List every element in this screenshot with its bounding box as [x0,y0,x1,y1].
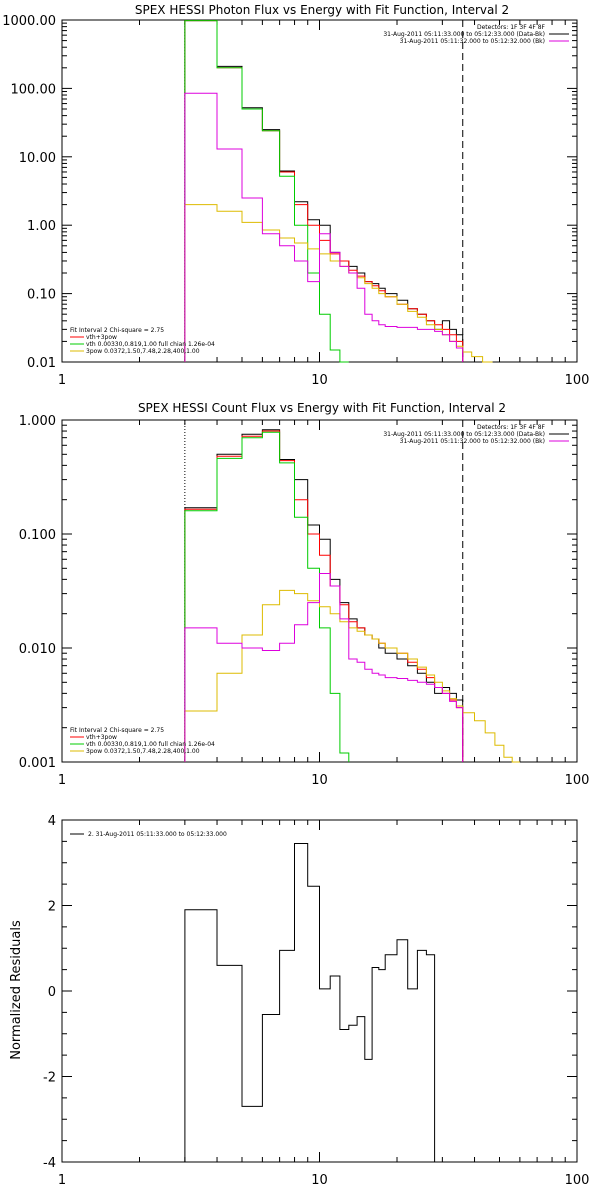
x-tick-label: 10 [311,1173,328,1188]
legend-entry: 31-Aug-2011 05:11:32.000 to 05:12:32.000… [400,38,545,45]
legend-entry: 3pow 0.0372,1.50,7.48,2.28,400,1.00 [86,748,200,755]
y-tick-label: -2 [43,1071,56,1086]
legend-entry: 31-Aug-2011 05:11:33.000 to 05:12:33.000… [383,31,545,38]
y-tick-label: 10.00 [19,151,56,166]
series-line-data-bk [184,429,464,762]
y-tick-label: 1000.00 [2,14,56,29]
residuals-panel: Normalized Residuals 1 10 100 -4 -2 0 2 4 2. 31-… [9,814,589,1188]
x-tick-label: 100 [565,773,590,788]
photon-flux-panel: SPEX HESSI Photon Flux vs Energy with Fi… [2,3,589,388]
legend-entry: Detectors: 1F 3F 4F 8F [477,424,546,431]
legend-entry: 3pow 0.0372,1.50,7.48,2.28,400,1.00 [86,348,200,355]
x-tick-label: 1 [58,373,66,388]
y-tick-label: 1.000 [19,414,56,429]
series-line-vth-3pow [184,430,464,762]
series-line-3pow [184,204,493,363]
legend-entry: vth+3pow [86,734,117,741]
series-line-vth [184,431,350,762]
legend-entry: vth 0.00330,0.819,1.00 full chian 1.26e-… [86,341,215,348]
x-tick-label: 1 [58,773,66,788]
y-tick-label: 2 [48,900,56,915]
legend-entry: vth+3pow [86,334,117,341]
series-line-data-bk [184,20,464,362]
legend-entry: Detectors: 1F 3F 4F 8F [477,24,546,31]
residuals-y-axis-label: Normalized Residuals [9,920,24,1060]
series-line-3pow [184,589,520,763]
x-tick-label: 10 [311,373,328,388]
legend-entry: vth 0.00330,0.819,1.00 full chian 1.26e-… [86,741,215,748]
count-flux-title: SPEX HESSI Count Flux vs Energy with Fit… [138,401,506,415]
legend-entry: 2. 31-Aug-2011 05:11:33.000 to 05:12:33.… [88,831,227,838]
y-tick-label: -4 [43,1156,56,1171]
x-tick-label: 100 [565,373,590,388]
plot-frame [61,819,578,1163]
legend-entry: Fit Interval 2 Chi-square = 2.75 [70,727,164,734]
x-tick-label: 1 [58,1173,66,1188]
y-tick-label: 0.010 [19,642,56,657]
y-tick-label: 0.10 [27,288,56,303]
y-tick-label: 100.00 [11,82,57,97]
legend-entry: 31-Aug-2011 05:11:33.000 to 05:12:33.000… [383,431,545,438]
legend-entry: Fit Interval 2 Chi-square = 2.75 [70,327,164,334]
y-tick-label: 0.001 [19,756,56,771]
count-flux-panel: SPEX HESSI Count Flux vs Energy with Fit… [19,401,590,788]
photon-flux-title: SPEX HESSI Photon Flux vs Energy with Fi… [135,3,509,17]
x-tick-label: 10 [311,773,328,788]
series-line-vth-3pow [184,20,464,362]
legend-entry: 31-Aug-2011 05:11:32.000 to 05:12:32.000… [400,438,545,445]
y-tick-label: 0.100 [19,528,56,543]
x-tick-label: 100 [565,1173,590,1188]
y-tick-label: 4 [48,814,56,829]
y-tick-label: 0 [48,985,56,1000]
series-line-bk [184,573,464,762]
y-tick-label: 1.00 [27,219,56,234]
y-tick-label: 0.01 [27,356,56,371]
series-line-bk [184,92,464,362]
series-line-residuals [184,843,436,1162]
series-line-vth [184,20,349,363]
